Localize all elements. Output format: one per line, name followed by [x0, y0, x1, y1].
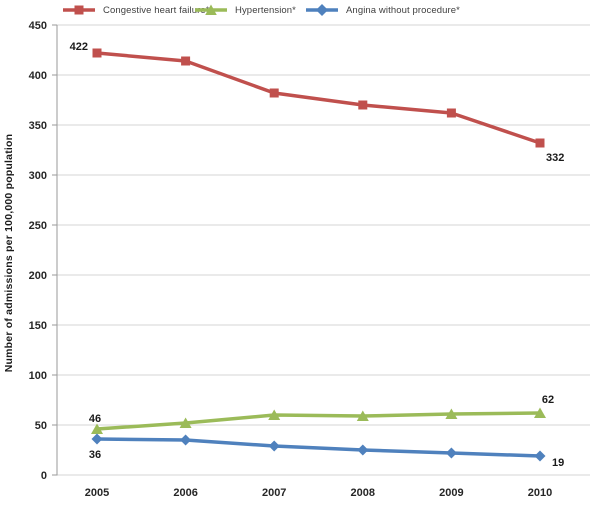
x-tick-label: 2006 — [173, 487, 197, 499]
square-marker-icon — [446, 108, 456, 118]
series-line — [95, 411, 542, 431]
series-line — [95, 437, 542, 458]
series-congestive-heart-failure: 422 332 — [70, 41, 565, 164]
y-tick-label: 0 — [41, 470, 47, 482]
series-line — [95, 51, 542, 145]
y-tick-label: 350 — [29, 120, 47, 132]
y-tick-label: 450 — [29, 20, 47, 32]
diamond-marker-icon — [91, 433, 103, 445]
legend-swatch-line-diamond-icon — [306, 4, 338, 16]
data-label-first: 36 — [89, 449, 101, 461]
y-tick-label: 200 — [29, 270, 47, 282]
data-label-last: 62 — [542, 394, 554, 406]
diamond-marker-icon — [357, 444, 369, 456]
diamond-marker-icon — [180, 434, 192, 446]
triangle-marker-icon — [179, 417, 192, 428]
series-angina-without-procedure: 36 19 — [89, 433, 564, 469]
triangle-marker-icon — [91, 423, 103, 434]
legend-item-hypertension: Hypertension* — [194, 2, 296, 18]
y-tick-label: 250 — [29, 220, 47, 232]
triangle-marker-icon — [534, 407, 546, 418]
chart-legend: Congestive heart failure* Hypertension* … — [0, 2, 600, 20]
data-label-first: 46 — [89, 413, 101, 425]
y-tick-label: 100 — [29, 370, 47, 382]
x-axis: 2005 2006 2007 2008 2009 2010 — [85, 487, 552, 499]
legend-label: Angina without procedure* — [346, 4, 460, 16]
triangle-marker-icon — [356, 410, 369, 421]
legend-item-angina-without-procedure: Angina without procedure* — [305, 2, 460, 18]
square-marker-icon — [181, 56, 191, 66]
y-tick-label: 50 — [35, 420, 47, 432]
triangle-marker-icon — [445, 408, 458, 419]
y-tick-label: 300 — [29, 170, 47, 182]
x-tick-label: 2010 — [528, 487, 552, 499]
x-tick-label: 2007 — [262, 487, 286, 499]
square-marker-icon — [92, 48, 102, 58]
y-tick-label: 150 — [29, 320, 47, 332]
y-axis-title: Number of admissions per 100,000 populat… — [3, 134, 15, 373]
y-axis: 0 50 100 150 200 250 300 350 400 450 — [29, 20, 58, 482]
data-label-last: 19 — [552, 457, 564, 469]
x-tick-label: 2008 — [351, 487, 375, 499]
series-hypertension: 46 62 — [89, 394, 554, 434]
square-marker-icon — [535, 138, 545, 148]
diamond-marker-icon — [268, 440, 280, 452]
gridlines — [57, 24, 590, 476]
diamond-marker-icon — [534, 450, 546, 462]
legend-swatch-line-square-icon — [63, 5, 95, 15]
y-tick-label: 400 — [29, 70, 47, 82]
legend-label: Hypertension* — [235, 4, 296, 16]
data-label-last: 332 — [546, 152, 564, 164]
data-label-first: 422 — [70, 41, 88, 53]
square-marker-icon — [269, 88, 279, 98]
square-marker-icon — [358, 100, 368, 110]
legend-item-congestive-heart-failure: Congestive heart failure* — [62, 2, 210, 18]
diamond-marker-icon — [445, 447, 457, 459]
x-tick-label: 2009 — [439, 487, 463, 499]
triangle-marker-icon — [268, 409, 281, 420]
legend-label: Congestive heart failure* — [103, 4, 210, 16]
legend-swatch-line-triangle-icon — [195, 4, 227, 15]
x-tick-label: 2005 — [85, 487, 109, 499]
